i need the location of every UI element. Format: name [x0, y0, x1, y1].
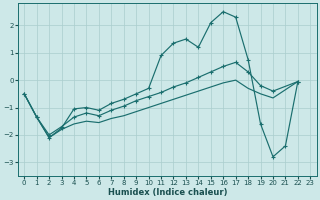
X-axis label: Humidex (Indice chaleur): Humidex (Indice chaleur) [108, 188, 227, 197]
